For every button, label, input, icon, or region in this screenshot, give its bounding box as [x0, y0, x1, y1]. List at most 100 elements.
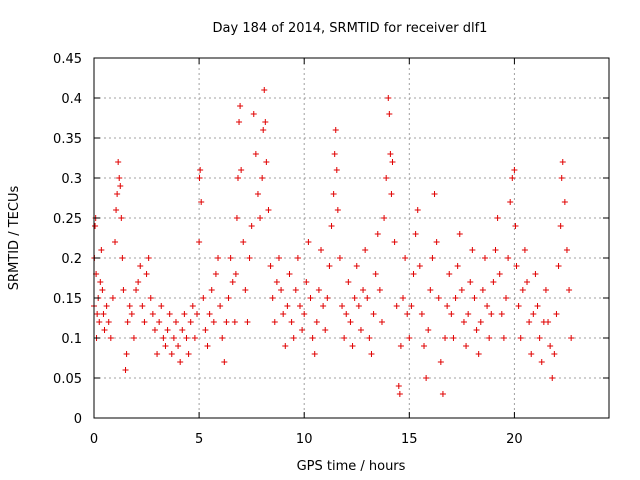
data-point	[456, 231, 463, 237]
data-point	[189, 303, 196, 309]
data-point	[117, 183, 124, 189]
y-tick-label: 0.1	[61, 332, 82, 347]
data-point	[412, 231, 419, 237]
data-point	[133, 287, 140, 293]
data-point	[559, 159, 566, 165]
data-point	[442, 335, 449, 341]
data-point	[397, 343, 404, 349]
data-point	[530, 311, 537, 317]
data-point	[315, 287, 322, 293]
data-point	[197, 167, 204, 173]
data-point	[414, 207, 421, 213]
data-point	[387, 151, 394, 157]
data-point	[208, 287, 215, 293]
data-point	[305, 239, 312, 245]
data-point	[265, 207, 272, 213]
data-point	[404, 311, 411, 317]
data-point	[473, 327, 480, 333]
data-point	[339, 303, 346, 309]
data-point	[498, 311, 505, 317]
data-point	[360, 287, 367, 293]
data-point	[313, 319, 320, 325]
data-point	[376, 287, 383, 293]
data-point	[114, 191, 121, 197]
data-point	[479, 287, 486, 293]
data-point	[185, 351, 192, 357]
data-point	[250, 111, 257, 117]
data-point	[330, 191, 337, 197]
data-point	[262, 119, 269, 125]
data-point	[366, 335, 373, 341]
data-point	[511, 167, 518, 173]
data-point	[97, 279, 104, 285]
data-point	[528, 351, 535, 357]
data-point	[286, 271, 293, 277]
data-point	[557, 223, 564, 229]
data-point	[139, 303, 146, 309]
data-point	[172, 319, 179, 325]
data-point	[388, 191, 395, 197]
data-point	[96, 319, 103, 325]
data-point	[267, 263, 274, 269]
data-point	[542, 287, 549, 293]
data-point	[512, 223, 519, 229]
data-point	[118, 215, 125, 221]
data-point	[463, 343, 470, 349]
data-point	[301, 311, 308, 317]
data-point	[309, 335, 316, 341]
data-point	[496, 271, 503, 277]
data-point	[126, 303, 133, 309]
data-point	[210, 319, 217, 325]
data-point	[400, 295, 406, 301]
data-point	[223, 319, 230, 325]
data-point	[103, 303, 110, 309]
data-point	[458, 287, 465, 293]
data-point	[341, 335, 348, 341]
data-point	[238, 167, 245, 173]
data-point	[507, 199, 514, 205]
data-point	[378, 319, 385, 325]
data-point	[183, 335, 190, 341]
data-point	[538, 359, 545, 365]
data-point	[334, 207, 341, 213]
data-point	[385, 95, 392, 101]
data-point	[416, 263, 423, 269]
data-point	[492, 247, 499, 253]
grid-lines	[94, 58, 609, 418]
data-point	[154, 351, 161, 357]
y-axis-label: SRMTID / TECUs	[7, 186, 22, 291]
data-point	[147, 295, 154, 301]
x-tick-label: 10	[296, 432, 313, 447]
x-tick-label: 15	[401, 432, 418, 447]
data-point	[115, 159, 122, 165]
data-point	[408, 303, 415, 309]
data-point	[524, 279, 531, 285]
data-point	[168, 351, 175, 357]
data-point	[545, 319, 552, 325]
data-point	[383, 175, 390, 181]
data-point	[389, 159, 396, 165]
data-point	[236, 119, 243, 125]
data-point	[452, 295, 459, 301]
y-tick-label: 0.3	[61, 172, 82, 187]
data-point	[219, 335, 226, 341]
data-point	[120, 287, 127, 293]
data-point	[303, 279, 310, 285]
data-point	[158, 303, 165, 309]
data-point	[242, 287, 249, 293]
data-point	[221, 359, 228, 365]
data-point	[336, 255, 343, 261]
data-point	[368, 351, 375, 357]
data-point	[135, 279, 142, 285]
data-point	[292, 287, 299, 293]
data-point	[322, 327, 329, 333]
data-point	[307, 295, 314, 301]
data-point	[423, 375, 430, 381]
data-point	[465, 311, 472, 317]
data-point	[410, 271, 417, 277]
data-point	[324, 295, 331, 301]
data-point	[364, 295, 371, 301]
data-point	[475, 351, 482, 357]
data-point	[254, 191, 261, 197]
